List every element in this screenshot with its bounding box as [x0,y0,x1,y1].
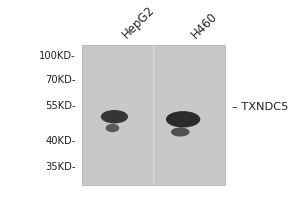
Text: 55KD-: 55KD- [45,101,76,111]
Text: – TXNDC5: – TXNDC5 [232,102,288,112]
Text: HepG2: HepG2 [120,3,158,41]
Text: H460: H460 [189,10,220,41]
Ellipse shape [171,128,190,137]
Ellipse shape [101,110,128,123]
Text: 70KD-: 70KD- [45,75,76,85]
Ellipse shape [106,124,119,132]
Text: 100KD-: 100KD- [39,51,76,61]
Ellipse shape [166,111,200,128]
Bar [82,45,225,185]
Text: 35KD-: 35KD- [45,162,76,172]
Text: 40KD-: 40KD- [45,136,76,146]
